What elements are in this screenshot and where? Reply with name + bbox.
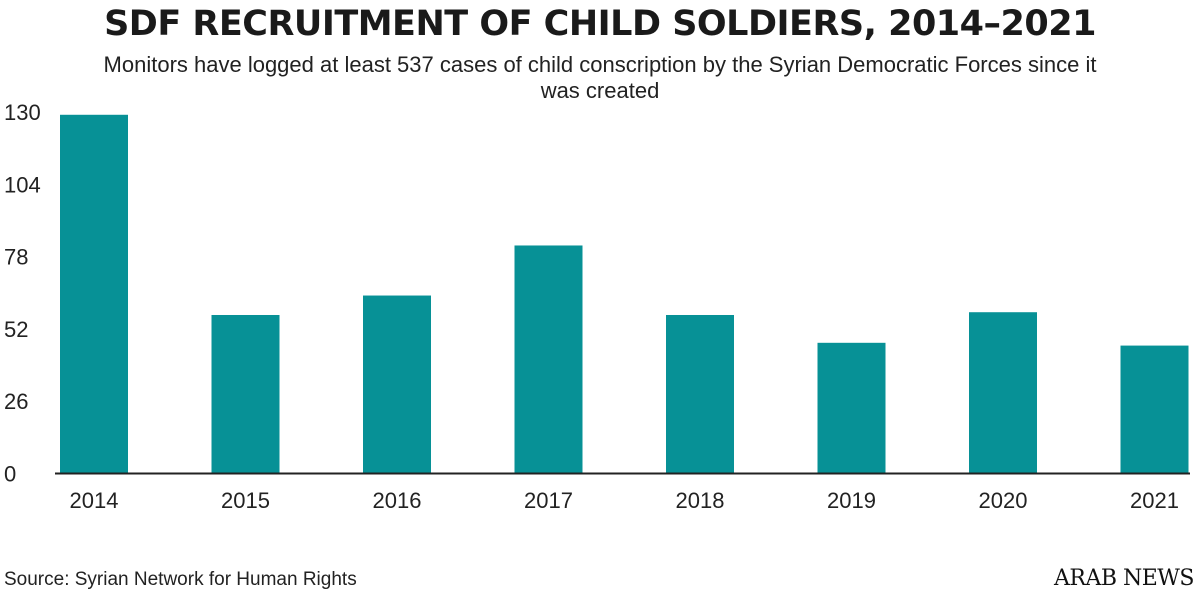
- x-tick-label: 2019: [827, 488, 876, 513]
- x-axis-ticks: 2014 2015 2016 2017 2018 2019 2020 2021: [70, 488, 1179, 513]
- bar-2014: [60, 114, 128, 474]
- y-tick-label: 130: [4, 100, 41, 125]
- x-tick-label: 2017: [524, 488, 573, 513]
- x-tick-label: 2018: [676, 488, 725, 513]
- y-tick-label: 104: [4, 172, 41, 197]
- bar-2019: [817, 342, 886, 474]
- bar-2016: [363, 295, 431, 474]
- bar-2018: [666, 314, 734, 474]
- x-tick-label: 2020: [979, 488, 1028, 513]
- x-tick-label: 2016: [373, 488, 422, 513]
- chart-subtitle: Monitors have logged at least 537 cases …: [103, 52, 1097, 103]
- y-axis-ticks: 0 26 52 78 104 130: [4, 100, 41, 487]
- y-tick-label: 52: [4, 317, 28, 342]
- x-tick-label: 2014: [70, 488, 119, 513]
- bars: [60, 114, 1189, 474]
- y-tick-label: 78: [4, 245, 28, 270]
- y-tick-label: 0: [4, 462, 16, 487]
- x-tick-label: 2021: [1130, 488, 1179, 513]
- y-tick-label: 26: [4, 389, 28, 414]
- bar-2015: [211, 314, 280, 474]
- bar-2021: [1120, 345, 1189, 474]
- bar-2020: [969, 312, 1037, 474]
- x-tick-label: 2015: [221, 488, 270, 513]
- chart-title: SDF RECRUITMENT OF CHILD SOLDIERS, 2014–…: [104, 4, 1096, 44]
- bar-2017: [514, 245, 583, 474]
- arab-news-logo: ARAB NEWS: [1054, 566, 1195, 591]
- source-note: Source: Syrian Network for Human Rights: [4, 569, 357, 590]
